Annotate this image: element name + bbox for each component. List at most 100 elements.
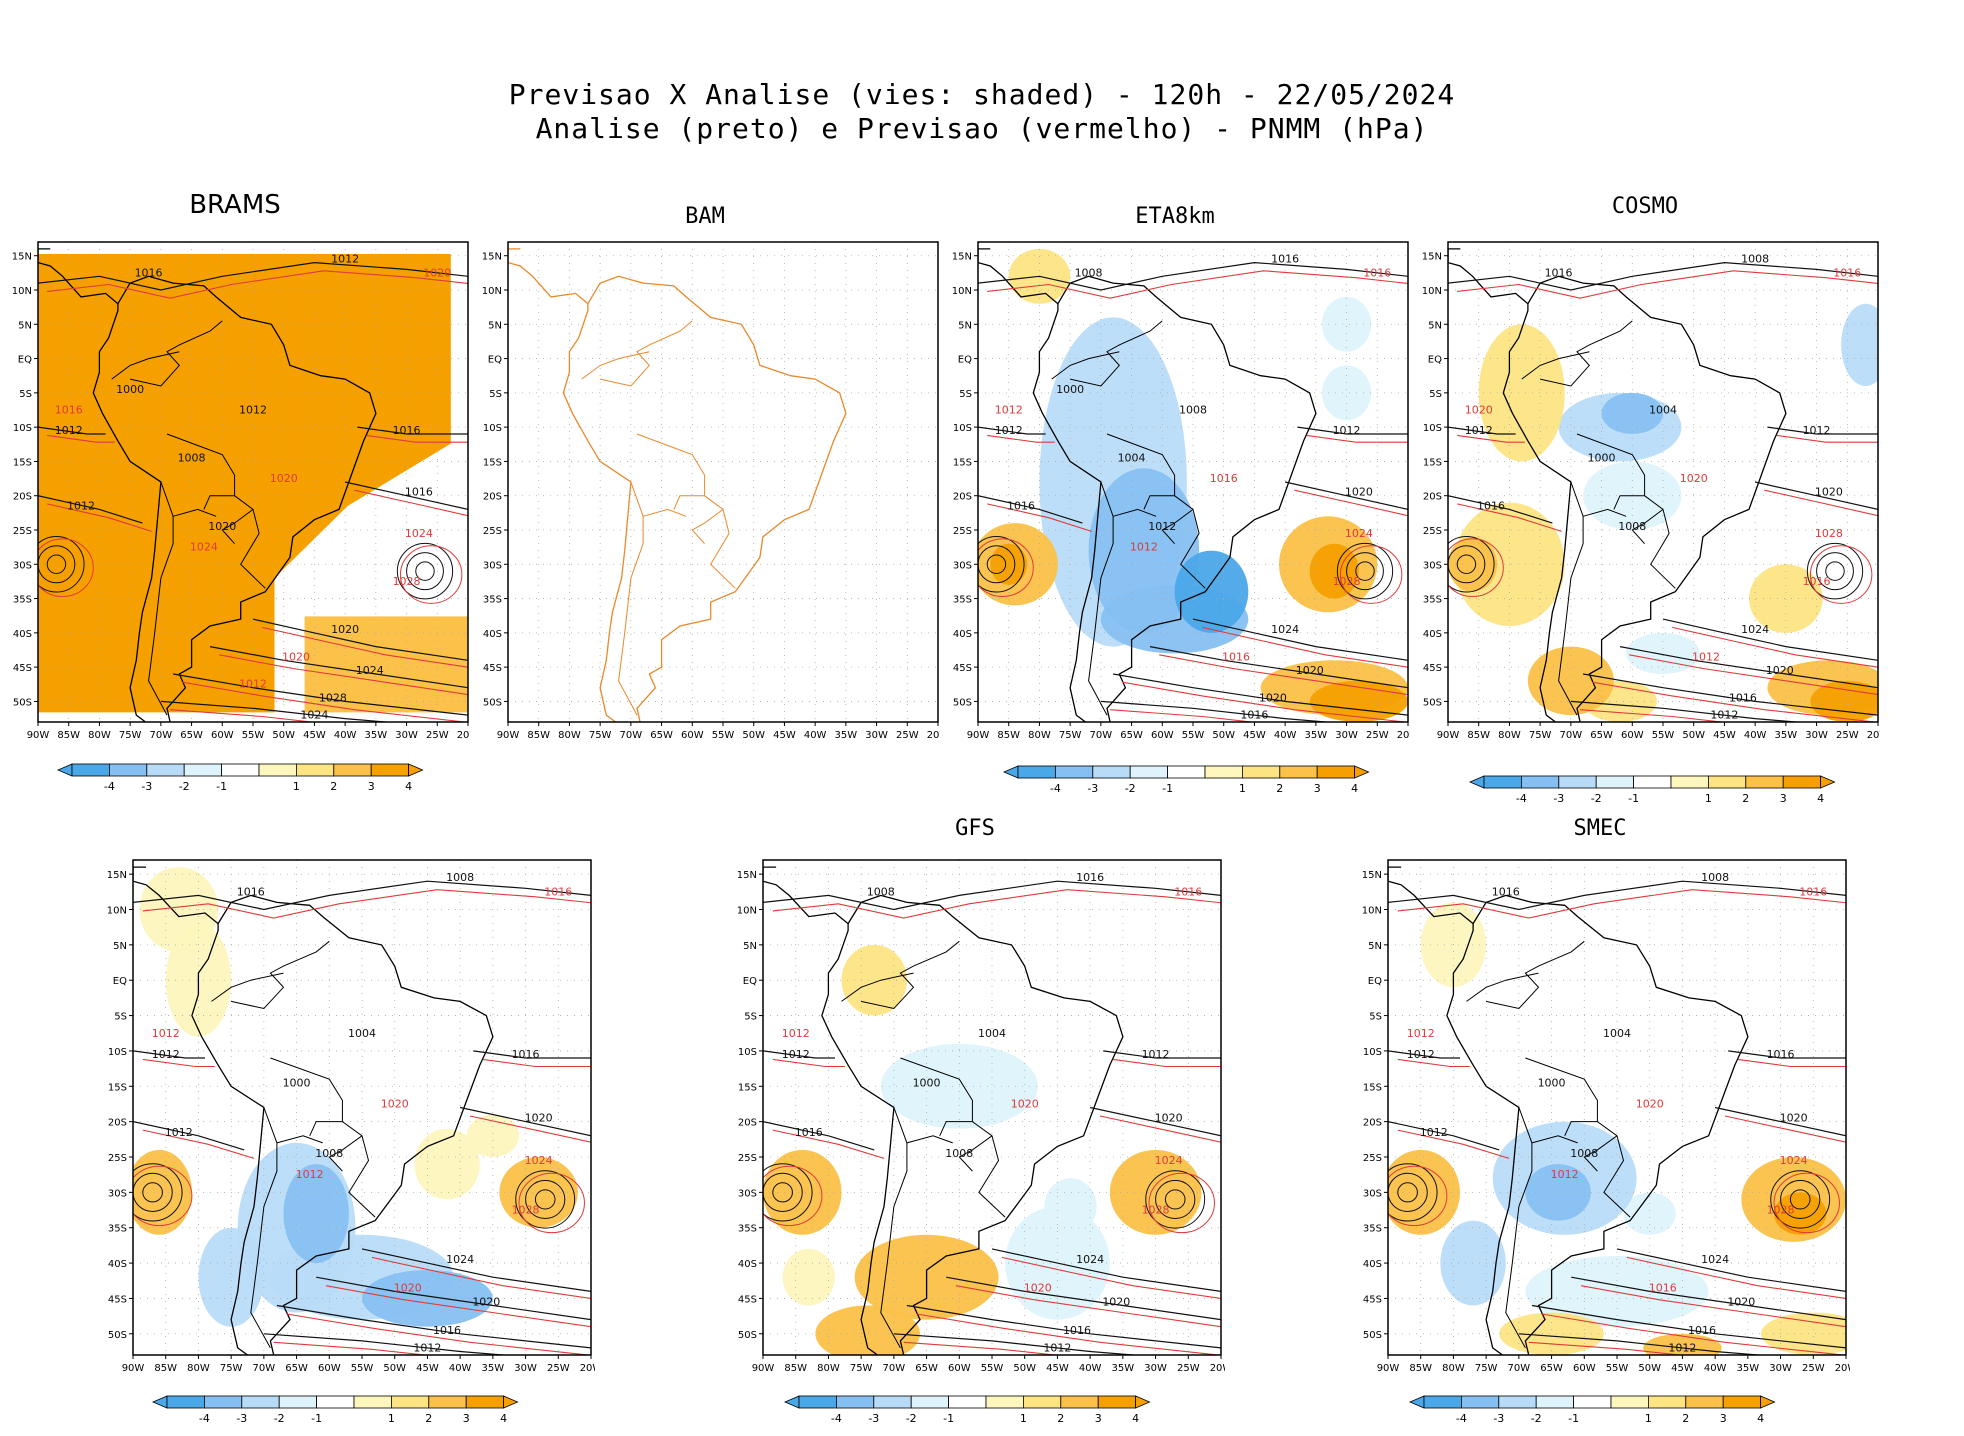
colorbar-swatch-neg4 — [71, 763, 110, 777]
lat-tick-label: 35S — [1363, 1224, 1382, 1235]
country-border-6 — [906, 1135, 953, 1144]
isobar-forecast — [1397, 889, 1846, 919]
country-border-2 — [230, 940, 330, 1010]
lon-tick-label: 30W — [1144, 1363, 1167, 1374]
colorbar-swatch-pos3 — [1685, 1395, 1724, 1409]
colorbar-label: -2 — [1591, 792, 1602, 805]
isobar-forecast — [916, 1313, 1221, 1355]
isobar-forecast — [1397, 1058, 1470, 1068]
lat-tick-label: 25S — [13, 526, 32, 537]
isobar-label-forecast: 1024 — [1780, 1154, 1808, 1167]
isobar-label-forecast: 1012 — [239, 678, 267, 691]
lon-tick-label: 65W — [1120, 730, 1143, 741]
isobar-analysis — [1571, 1276, 1846, 1321]
country-border-6 — [1582, 508, 1627, 517]
lon-tick-label: 50W — [1682, 730, 1705, 741]
isobar-label-forecast: 1020 — [1465, 403, 1493, 416]
lat-tick-label: 5S — [1369, 1012, 1382, 1023]
lat-tick-label: 5S — [19, 389, 32, 400]
isobar-analysis — [1448, 261, 1878, 291]
lon-tick-label: 60W — [1151, 730, 1174, 741]
chart-title-line-1: Previsao X Analise (vies: shaded) - 120h… — [508, 78, 1456, 111]
isobar-high-ring — [1346, 552, 1384, 591]
map-bam: 15N 10N 5N EQ 5S 10S 15S 20S 25S 30S 35S 40S 45S 50S 9… — [482, 241, 940, 741]
country-border-3 — [111, 351, 180, 380]
map-eta8km: 1008 1016 1012 1012 1016 1020 1024 1020 1020 1016… — [952, 241, 1410, 741]
colorbar-label: 2 — [330, 780, 337, 793]
bias-shade-3-6 — [1749, 564, 1823, 633]
colorbar-swatch-neg2 — [1498, 1395, 1537, 1409]
isobar-label-analysis: 1008 — [945, 1147, 973, 1160]
bias-shade-5-2 — [1044, 1178, 1097, 1235]
lat-tick-label: 30S — [1363, 1188, 1382, 1199]
colorbar-arrow-right — [503, 1395, 519, 1409]
colorbar-label: 1 — [1705, 792, 1712, 805]
isobar-high-ring — [1780, 1179, 1821, 1220]
colorbar-label: -4 — [1050, 782, 1061, 795]
lon-tick-label: 55W — [1606, 1363, 1629, 1374]
map-frame — [507, 241, 939, 723]
country-border-6 — [642, 508, 687, 517]
isobar-forecast — [354, 489, 468, 517]
isobar-label-analysis: 1012 — [165, 1126, 193, 1139]
coastline-central-america — [1388, 866, 1474, 925]
isobar-forecast — [325, 1285, 591, 1328]
lat-tick-label: 25S — [1423, 526, 1442, 537]
bias-shade-4-6 — [198, 1227, 264, 1327]
isobar-label-forecast: 1020 — [1680, 472, 1708, 485]
bias-shade-6-4 — [1440, 1220, 1506, 1306]
isobar-forecast-ring — [1773, 1172, 1840, 1234]
bias-shade-brams — [38, 254, 451, 713]
isobar-label-forecast: 1028 — [512, 1204, 540, 1217]
lat-tick-label: 10S — [953, 423, 972, 434]
isobar-label-analysis: 1016 — [405, 486, 433, 499]
lat-tick-label: 40S — [1363, 1259, 1382, 1270]
isobar-label-analysis: 1008 — [1741, 253, 1769, 266]
isobar-label-analysis: 1000 — [116, 383, 144, 396]
lon-tick-label: 30W — [1805, 730, 1828, 741]
lat-tick-label: 50S — [108, 1330, 127, 1341]
lat-tick-label: 10N — [737, 906, 757, 917]
isobar-analysis — [1388, 880, 1846, 911]
country-border-1 — [1558, 481, 1584, 716]
isobar-high-ring — [1770, 1170, 1831, 1229]
isobar-high-ring — [763, 1163, 813, 1222]
isobar-forecast — [1724, 1115, 1846, 1143]
coastline-south-america — [92, 275, 377, 722]
isobar-forecast — [286, 1313, 591, 1355]
colorbar-label: -4 — [1456, 1412, 1467, 1425]
map-gfs: 1008 1016 1012 1012 1016 1020 1024 1020 1016 1012… — [737, 859, 1225, 1374]
lon-tick-label: 60W — [948, 1363, 971, 1374]
lat-tick-label: 35S — [953, 595, 972, 606]
lon-tick-label: 45W — [303, 730, 326, 741]
isobar-label-analysis: 1004 — [348, 1027, 376, 1040]
isobar-analysis — [172, 673, 468, 716]
colorbar-smec: -4 -3 -2 -1 1 2 3 4 — [1408, 1395, 1776, 1425]
panel-title-cosmo: COSMO — [1611, 194, 1679, 219]
lat-tick-label: 20S — [738, 1118, 757, 1129]
colorbar-label: -4 — [199, 1412, 210, 1425]
colorbar-swatch-pos3 — [1745, 775, 1784, 789]
isobar-label-forecast: 1020 — [282, 650, 310, 663]
isobar-forecast — [219, 654, 468, 696]
bias-shade-brams-south — [304, 616, 468, 713]
isobar-high-ring — [1448, 536, 1495, 593]
isobar-forecast — [262, 626, 468, 668]
coastline-central-america — [38, 248, 119, 305]
country-border-5 — [1631, 508, 1664, 545]
isobar-high-ring — [133, 1163, 183, 1222]
lon-tick-label: 75W — [220, 1363, 243, 1374]
isobar-label-analysis: 1020 — [1766, 664, 1794, 677]
bias-shade-3-8 — [1601, 392, 1663, 434]
lon-tick-label: 20W — [580, 1363, 595, 1374]
isobar-label-analysis: 1020 — [1259, 691, 1287, 704]
isobar-label-analysis: 1016 — [1767, 1048, 1795, 1061]
lon-tick-label: 70W — [150, 730, 173, 741]
isobar-analysis — [1619, 646, 1878, 689]
isobar-label-analysis: 1024 — [1701, 1253, 1729, 1266]
isobar-label-analysis: 1012 — [782, 1048, 810, 1061]
isobar-label-analysis: 1020 — [1815, 486, 1843, 499]
isobar-label-analysis: 1020 — [1345, 486, 1373, 499]
isobar-forecast — [142, 889, 591, 919]
isobar-label-forecast: 1016 — [1649, 1281, 1677, 1294]
